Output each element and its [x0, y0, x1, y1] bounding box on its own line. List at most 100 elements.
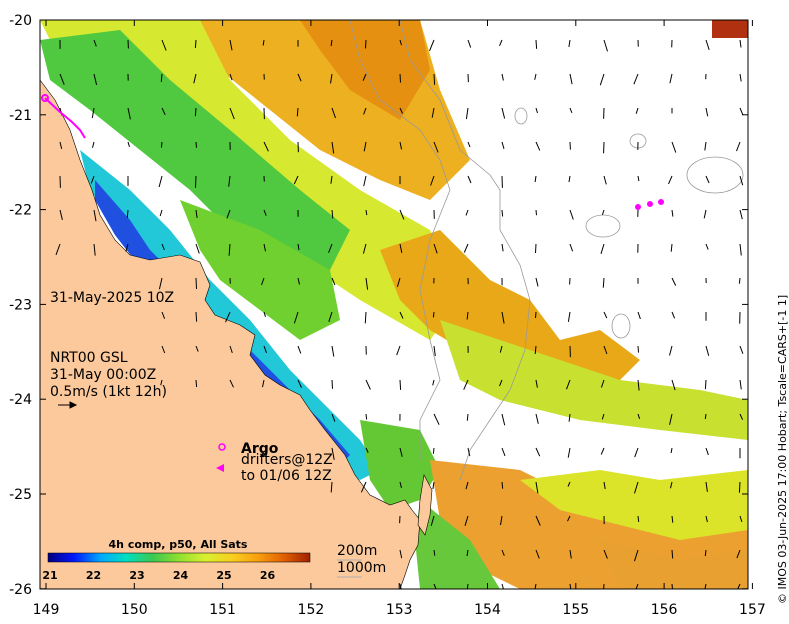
current-vector: [363, 107, 367, 115]
sst-orange-mid: [380, 230, 640, 400]
contour-200m: [349, 20, 451, 460]
x-tick-label: 151: [209, 602, 236, 618]
current-vectors: [55, 39, 744, 589]
current-vector: [569, 243, 574, 252]
current-vector: [160, 379, 163, 386]
current-vector: [365, 379, 371, 390]
current-vector: [229, 345, 233, 354]
current-vector: [195, 345, 199, 352]
current-vector: [225, 311, 231, 323]
argo-track-coast: [44, 97, 86, 139]
current-vector: [360, 481, 367, 493]
current-vector: [330, 73, 333, 84]
current-vector: [705, 175, 710, 184]
current-vector: [603, 481, 606, 490]
current-info-line-2: 31-May 00:00Z: [50, 367, 156, 383]
current-vector: [297, 73, 302, 82]
current-vector: [568, 175, 571, 183]
current-vector: [637, 379, 640, 391]
current-vector: [739, 209, 743, 220]
current-vector: [739, 73, 742, 82]
current-vector: [534, 175, 537, 183]
y-axis: -20 -21 -22 -23 -24 -25 -26: [9, 13, 748, 598]
current-vector: [465, 481, 469, 490]
current-vector: [432, 481, 435, 490]
current-vector: [263, 141, 269, 152]
colorbar-ticks: 21 22 23 24 25 26: [42, 569, 275, 582]
reef-outline-4: [611, 313, 631, 339]
current-vector: [704, 549, 707, 557]
current-vector: [363, 175, 367, 187]
sst-field: [40, 20, 748, 589]
argo-legend-arrow: [216, 464, 224, 472]
current-vector: [365, 39, 367, 49]
current-vector: [499, 345, 503, 353]
current-vector: [739, 107, 744, 116]
current-vector: [535, 515, 541, 526]
current-vector: [195, 277, 197, 290]
current-vector: [671, 583, 673, 589]
current-vector: [362, 243, 367, 254]
current-vector: [739, 39, 742, 48]
argo-legend-line-1: drifters@12Z: [241, 452, 333, 468]
current-vector: [331, 107, 336, 119]
current-vector: [93, 209, 97, 222]
current-vector: [600, 379, 605, 388]
x-axis: 149 150 151 152 153 154 155 156 157: [33, 20, 766, 618]
sst-green-band: [40, 30, 350, 270]
current-vector: [739, 175, 744, 186]
current-vector: [91, 107, 95, 119]
current-vector: [669, 413, 673, 425]
current-vector: [331, 345, 335, 357]
argo-tracks: [41, 94, 664, 210]
current-vector: [634, 481, 639, 494]
current-vector: [399, 243, 403, 253]
current-vector: [195, 243, 200, 254]
current-vector: [229, 379, 234, 388]
current-vector: [362, 73, 367, 81]
current-vector: [399, 311, 404, 319]
y-tick-label: -22: [9, 203, 32, 219]
current-vector: [534, 73, 537, 80]
current-vector: [331, 141, 335, 154]
current-vector: [399, 39, 402, 46]
current-vector: [328, 243, 333, 253]
scale-arrow: [58, 401, 78, 409]
current-vector: [195, 175, 197, 188]
colorbar-tick-label: 26: [260, 569, 276, 582]
current-vector: [365, 447, 369, 453]
current-vector: [194, 39, 197, 48]
current-vector: [535, 277, 539, 287]
current-vector: [467, 39, 472, 48]
current-vector: [568, 413, 571, 422]
current-vector: [158, 175, 163, 188]
depth-legend-1000m: 1000m: [337, 560, 386, 576]
current-vector: [567, 447, 571, 458]
x-tick-label: 157: [739, 602, 766, 618]
current-vector: [431, 107, 435, 118]
y-tick-label: -21: [9, 108, 32, 124]
current-vector: [671, 277, 677, 286]
x-tick-label: 149: [33, 602, 60, 618]
current-vector: [365, 277, 369, 290]
current-vector: [127, 107, 131, 120]
current-vector: [328, 311, 333, 322]
sst-yellow-south: [520, 470, 748, 540]
y-tick-label: -26: [9, 582, 32, 598]
current-vector: [161, 39, 167, 51]
y-tick-label: -25: [9, 487, 32, 503]
current-vector: [671, 209, 674, 217]
current-vector: [535, 447, 541, 457]
x-tick-label: 154: [474, 602, 501, 618]
current-vector: [705, 107, 709, 117]
current-info-line-1: NRT00 GSL: [50, 350, 128, 366]
land-queensland: [40, 79, 421, 589]
current-vector: [432, 447, 435, 454]
current-vector: [534, 583, 537, 589]
current-vector: [634, 447, 639, 458]
current-vector: [600, 447, 605, 455]
current-vector: [365, 413, 368, 420]
current-vector: [263, 311, 266, 317]
fraser-island: [417, 474, 433, 536]
current-vector: [93, 39, 97, 47]
